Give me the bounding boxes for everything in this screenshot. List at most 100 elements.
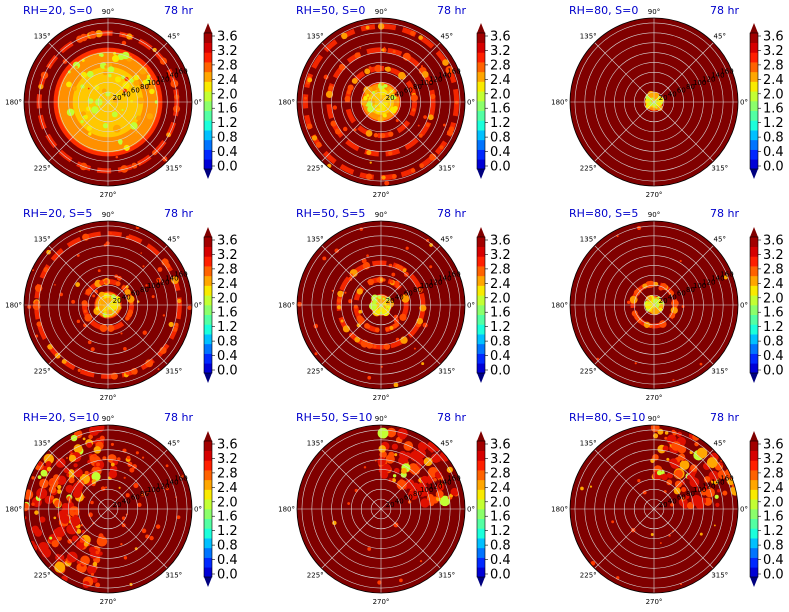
side-patch — [661, 473, 668, 481]
side-patch — [72, 482, 84, 493]
radial-tick-label: 160 — [447, 271, 460, 279]
side-patch — [662, 445, 669, 452]
colorbar-segment — [750, 159, 758, 170]
colorbar-segment — [204, 110, 212, 121]
radial-tick-label: 20 — [659, 501, 668, 509]
colorbar-tick-label: 2.4 — [763, 73, 784, 88]
scatter-patch — [110, 462, 115, 467]
colorbar-segment — [750, 33, 758, 44]
panel-time: 78 hr — [437, 207, 466, 220]
side-patch — [392, 474, 397, 478]
angle-label: 45° — [714, 33, 726, 41]
radial-tick-label: 140 — [711, 72, 724, 80]
angle-label: 315° — [711, 164, 728, 172]
colorbar-segment — [477, 324, 485, 335]
scatter-patch — [157, 267, 163, 272]
scatter-patch — [314, 352, 318, 356]
core-patch — [133, 80, 140, 87]
panel-title: RH=80, S=5 — [569, 207, 638, 220]
colorbar-segment — [750, 62, 758, 73]
core-patch — [121, 108, 124, 112]
radial-tick-label: 140 — [165, 275, 178, 283]
scatter-patch — [156, 277, 162, 283]
core-patch — [149, 88, 155, 95]
colorbar-segment — [477, 479, 485, 490]
colorbar-extend-bottom — [477, 577, 485, 587]
band-patch — [77, 368, 81, 372]
radial-tick-label: 20 — [659, 94, 668, 102]
colorbar-segment — [477, 110, 485, 121]
side-patch — [55, 526, 66, 538]
core-patch — [115, 93, 120, 98]
side-patch — [73, 444, 83, 453]
band-patch — [400, 336, 408, 344]
colorbar: 3.63.22.82.42.01.61.20.80.40.0 — [203, 227, 238, 383]
colorbar-segment — [750, 101, 758, 112]
side-patch — [409, 450, 421, 462]
colorbar-segment — [204, 305, 212, 316]
colorbar-segment — [477, 499, 485, 510]
radial-tick-label: 40 — [395, 293, 404, 301]
colorbar-segment — [477, 538, 485, 549]
colorbar-segment — [204, 42, 212, 53]
band-patch — [399, 73, 407, 80]
radial-tick-label: 160 — [447, 68, 460, 76]
band-patch — [425, 122, 430, 127]
angle-label: 180° — [278, 506, 295, 514]
side-patch — [408, 490, 419, 501]
colorbar-extend-bottom — [204, 577, 212, 587]
side-patch — [98, 551, 103, 556]
band-patch — [385, 327, 390, 332]
angle-label: 180° — [5, 506, 22, 514]
colorbar-segment — [477, 81, 485, 92]
core-patch — [386, 305, 390, 309]
band-patch — [311, 135, 318, 141]
angle-spoke — [107, 449, 168, 510]
side-patch — [102, 456, 107, 461]
colorbar-tick-label: 1.2 — [763, 524, 784, 539]
band-patch — [104, 279, 109, 284]
colorbar-segment — [204, 547, 212, 558]
colorbar-tick-label: 0.4 — [763, 349, 784, 364]
angle-label: 45° — [168, 236, 180, 244]
side-patch — [664, 436, 668, 440]
band-patch — [417, 287, 423, 293]
colorbar-tick-label: 1.2 — [490, 116, 511, 131]
colorbar-segment — [477, 285, 485, 296]
scatter-patch — [395, 337, 400, 342]
angle-label: 225° — [580, 164, 597, 172]
colorbar-segment — [750, 450, 758, 461]
band-patch — [99, 324, 108, 332]
side-patch — [36, 487, 48, 499]
side-patch — [31, 525, 40, 534]
colorbar-segment — [204, 91, 212, 102]
radial-tick-label: 60 — [404, 87, 413, 95]
radial-tick-label: 100 — [693, 79, 706, 87]
scatter-patch — [368, 66, 372, 70]
radial-tick-label: 140 — [711, 275, 724, 283]
colorbar-segment — [750, 557, 758, 568]
colorbar-segment — [204, 353, 212, 364]
core-patch — [102, 70, 108, 76]
angle-label: 225° — [307, 571, 324, 579]
colorbar-extend-top — [750, 431, 758, 441]
side-patch — [664, 431, 669, 435]
radial-tick-label: 40 — [395, 90, 404, 98]
scatter-patch — [334, 248, 339, 253]
band-patch — [83, 309, 87, 313]
angle-spoke — [321, 101, 382, 162]
core-patch — [109, 301, 118, 310]
band-patch — [384, 343, 391, 350]
colorbar-segment — [750, 52, 758, 63]
scatter-patch — [297, 301, 302, 307]
angle-label: 270° — [646, 191, 663, 199]
radial-tick-label: 40 — [122, 90, 131, 98]
colorbar-extend-top — [477, 431, 485, 441]
angle-label: 0° — [467, 302, 475, 310]
colorbar-segment — [204, 237, 212, 248]
core-patch — [384, 84, 388, 88]
radial-tick-label: 60 — [677, 494, 686, 502]
colorbar-tick-label: 2.0 — [763, 291, 784, 306]
